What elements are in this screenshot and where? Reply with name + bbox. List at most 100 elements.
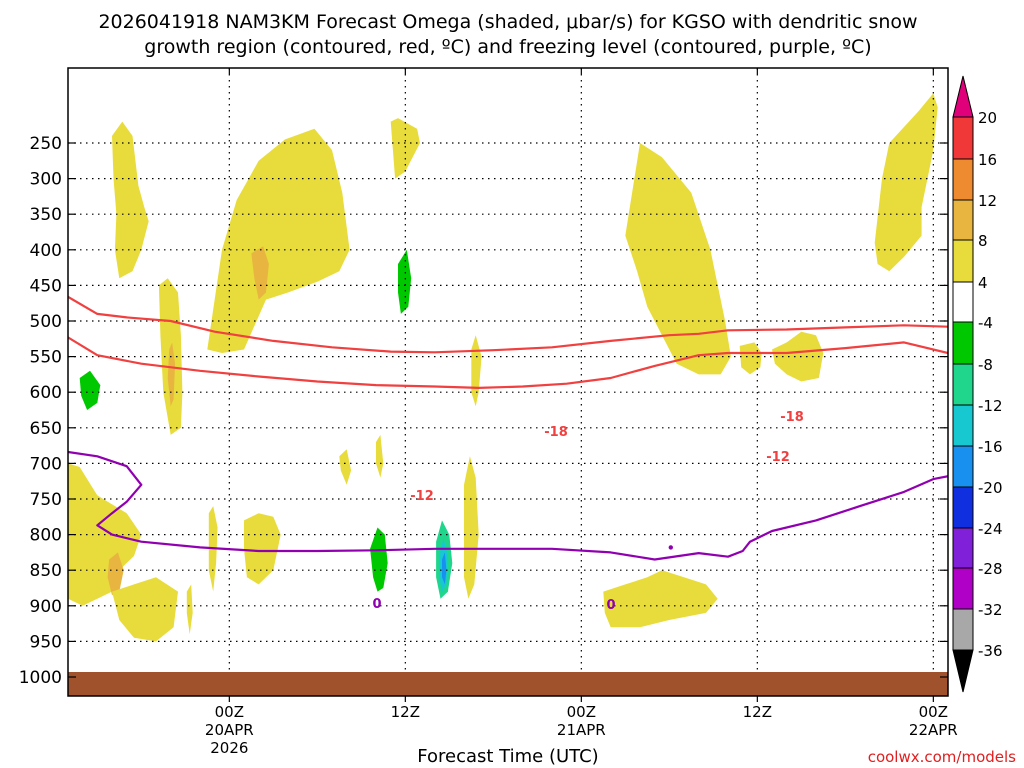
y-tick-label-800: 800 [30, 526, 62, 546]
contour-red-minus12 [68, 336, 948, 389]
y-axis: 250 300 350 400 450 500 550 600 650 700 750 800 850 9… [19, 134, 948, 688]
colorbar-bin-7 [952, 363, 974, 406]
y-tick-label-1000: 1000 [19, 668, 62, 688]
omega-region-0 [112, 121, 149, 279]
x-tick-label-18: 12Z [391, 703, 420, 721]
colorbar-label-9: -20 [978, 479, 1003, 497]
y-tick-label-650: 650 [30, 419, 62, 439]
omega-region-30 [442, 552, 447, 585]
omega-region-31 [464, 456, 479, 599]
y-tick-label-250: 250 [30, 134, 62, 154]
omega-region-33 [603, 570, 718, 628]
colorbar-label-12: -32 [978, 601, 1003, 619]
x-tick-date-30: 21APR [557, 721, 606, 739]
y-tick-label-900: 900 [30, 597, 62, 617]
colorbar-label-6: -8 [978, 356, 993, 374]
x-tick-label-6: 00Z [215, 703, 244, 721]
colorbar-bin-12 [952, 567, 974, 610]
x-tick-label-54: 00Z [919, 703, 948, 721]
y-tick-label-600: 600 [30, 383, 62, 403]
x-tick-date-54: 22APR [909, 721, 958, 739]
colorbar-bin-8 [952, 404, 974, 447]
colorbar-bin-10 [952, 486, 974, 529]
colorbar-bin-6 [952, 321, 974, 365]
x-tick-label-42: 12Z [743, 703, 772, 721]
y-tick-label-500: 500 [30, 312, 62, 332]
colorbar-label-5: -4 [978, 314, 993, 332]
omega-region-8 [449, 221, 456, 250]
colorbar-bin-13 [952, 608, 974, 651]
contour-label-red-minus12-a: -12 [410, 489, 434, 504]
y-tick-label-750: 750 [30, 490, 62, 510]
colorbar-label-11: -28 [978, 560, 1003, 578]
contour-label-purple-zero-b: 0 [606, 598, 615, 613]
y-tick-label-850: 850 [30, 561, 62, 581]
colorbar-label-7: -12 [978, 397, 1003, 415]
omega-region-2 [167, 342, 176, 407]
colorbar-label-2: 12 [978, 192, 997, 210]
contour-purple-zero [68, 450, 948, 561]
colorbar-label-0: 20 [978, 109, 997, 127]
omega-region-4 [251, 246, 269, 300]
omega-region-5 [390, 118, 420, 179]
x-tick-date-6: 20APR [205, 721, 254, 739]
colorbar-bin-2 [952, 158, 974, 201]
plot-area [68, 68, 948, 696]
colorbar-bin-4 [952, 239, 974, 283]
contour-purple-dot [668, 545, 673, 550]
omega-region-21 [186, 584, 193, 635]
contour-label-red-minus18-a: -18 [544, 425, 568, 440]
omega-region-11 [739, 342, 762, 375]
contour-label-red-minus18-b: -18 [780, 410, 804, 425]
x-tick-label-30: 00Z [567, 703, 596, 721]
colorbar-bin-1 [952, 116, 974, 160]
omega-region-7 [398, 249, 412, 314]
omega-colorbar: 20 16 12 8 4 -4 -8 -12 -16 -20 -24 -28 -32 -36 [952, 75, 1003, 693]
omega-region-25 [370, 527, 388, 592]
y-tick-label-400: 400 [30, 241, 62, 261]
contour-label-red-minus12-b: -12 [766, 450, 790, 465]
x-axis-label: Forecast Time (UTC) [417, 746, 598, 767]
y-tick-label-300: 300 [30, 170, 62, 190]
omega-region-26 [349, 541, 359, 585]
contour-label-purple-zero-a: 0 [372, 597, 381, 612]
colorbar-bottom-arrow [952, 649, 974, 693]
omega-region-20 [244, 513, 281, 585]
grid-lines [68, 68, 948, 696]
omega-region-22 [339, 449, 352, 485]
x-tick-year-6: 2026 [210, 739, 248, 757]
colorbar-label-13: -36 [978, 642, 1003, 660]
colorbar-label-3: 8 [978, 232, 988, 250]
colorbar-label-1: 16 [978, 151, 997, 169]
omega-region-17 [107, 552, 124, 596]
contour-red-minus18 [68, 295, 948, 354]
ground-surface [68, 672, 948, 696]
colorbar-label-10: -24 [978, 520, 1003, 538]
omega-region-9 [625, 143, 731, 375]
contour-lines [68, 295, 948, 561]
omega-region-12 [772, 331, 824, 382]
omega-region-3 [207, 128, 350, 353]
credit-text: coolwx.com/models [868, 748, 1016, 766]
chart-title-line2: growth region (contoured, red, ºC) and f… [144, 36, 871, 58]
plot-frame [67, 67, 949, 697]
omega-region-18 [112, 577, 178, 642]
colorbar-bin-11 [952, 527, 974, 569]
colorbar-label-4: 4 [978, 274, 988, 292]
colorbar-bin-3 [952, 199, 974, 241]
y-tick-label-700: 700 [30, 454, 62, 474]
colorbar-bin-5 [952, 281, 974, 323]
omega-region-10 [874, 93, 938, 272]
y-tick-label-950: 950 [30, 632, 62, 652]
omega-region-32 [488, 506, 498, 585]
omega-region-23 [376, 434, 384, 478]
y-tick-label-550: 550 [30, 348, 62, 368]
colorbar-bin-9 [952, 445, 974, 488]
omega-region-15 [79, 370, 101, 410]
chart-title-line1: 2026041918 NAM3KM Forecast Omega (shaded… [98, 11, 917, 33]
contour-labels: -18 -18 -12 -12 0 0 [372, 410, 803, 613]
y-tick-label-350: 350 [30, 205, 62, 225]
colorbar-label-8: -16 [978, 438, 1003, 456]
